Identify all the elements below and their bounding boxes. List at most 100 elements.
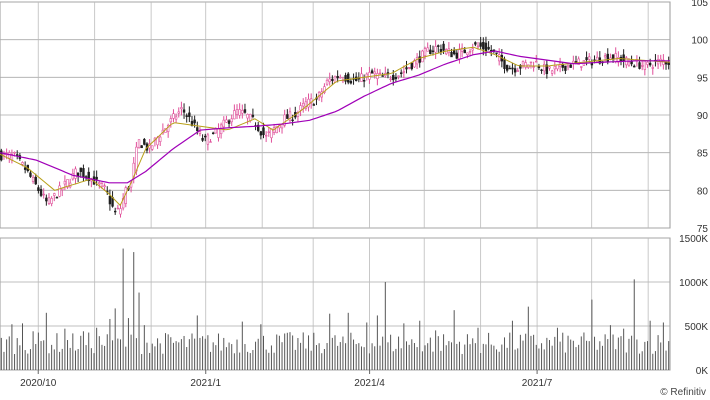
candle-body [79,167,82,172]
candle-body [95,176,98,180]
candle-body [410,62,413,70]
candle-body [82,168,85,178]
candle-body [100,183,104,187]
candle-body [553,66,557,70]
candle-body [196,127,199,132]
candle-body [204,135,207,138]
candle-body [368,72,371,80]
candle-body [23,167,27,170]
candle-body [397,75,400,78]
price-y-tick-label: 80 [697,186,709,197]
candle-body [151,145,154,150]
candle-body [336,75,339,79]
candle-body [222,119,225,128]
candle-body [193,119,196,124]
candle-body [349,80,353,84]
candle-body [31,177,35,182]
candle-body [270,128,273,139]
candle-body [53,193,56,196]
candle-body [519,65,522,69]
candle-body [87,171,90,182]
x-tick-label: 2020/10 [20,378,57,389]
candle-body [630,61,633,65]
candle-body [201,137,204,141]
candle-body [190,121,194,127]
candle-body [235,109,239,115]
candle-body [468,51,472,53]
candle-body [174,116,178,120]
candle-body [177,111,180,114]
candle-body [505,64,509,71]
candle-body [487,46,490,50]
candle-body [437,45,440,47]
candle-body [577,58,580,65]
candle-body [140,145,143,149]
candle-body [381,75,384,77]
candle-body [246,114,249,119]
candle-body [16,154,19,156]
candle-body [564,65,567,71]
price-y-tick-label: 85 [697,149,709,160]
candle-body [74,168,77,179]
candle-body [233,110,236,120]
candle-body [135,146,138,172]
candle-body [188,112,191,118]
candle-body [476,45,480,48]
candle-body [595,56,599,62]
candle-body [108,195,112,205]
candle-body [339,76,342,79]
price-y-tick-label: 95 [697,73,709,84]
candle-body [103,185,106,188]
candle-body [238,109,241,116]
candle-body [262,127,265,136]
candle-body [267,131,270,134]
candle-body [407,67,411,69]
candle-body [119,208,122,215]
candle-body [545,64,549,75]
moving-average-long-line [0,50,670,184]
candle-body [429,49,432,55]
candle-body [169,118,173,123]
candle-body [182,109,186,113]
candle-body [50,198,53,204]
candle-body [344,75,347,82]
x-tick-label: 2021/4 [354,378,385,389]
candle-body [471,48,474,51]
candle-body [574,61,578,63]
candle-body [304,101,308,109]
candle-body [296,112,300,117]
candle-body [452,49,456,55]
candle-body [264,134,268,137]
candle-body [370,70,374,74]
candle-body [283,114,286,126]
candle-body [63,180,67,185]
candle-body [331,78,334,81]
candle-body [400,72,403,74]
candle-body [137,139,141,149]
candle-body [291,119,294,122]
candle-body [614,53,617,63]
candle-body [450,52,453,58]
candle-body [643,60,647,70]
candle-body [402,71,406,73]
x-tick-label: 2021/7 [522,378,553,389]
candle-body [309,98,313,104]
candle-body [259,131,263,136]
candle-body [421,50,424,63]
candle-body [405,67,408,70]
candle-body [47,197,51,204]
candle-body [275,126,278,134]
candle-body [646,61,649,65]
volume-panel: 1500K 1000K 500K 0K [0,234,708,377]
candle-body [206,134,210,145]
candle-body [434,46,437,53]
candle-body [198,131,202,134]
candle-body [588,56,591,60]
candle-body [286,114,289,119]
candle-body [243,109,247,113]
candle-body [307,98,310,108]
candle-body [479,42,482,47]
candle-body [71,173,75,180]
candle-body [511,67,514,70]
